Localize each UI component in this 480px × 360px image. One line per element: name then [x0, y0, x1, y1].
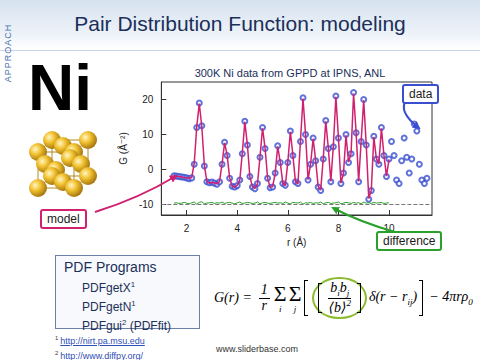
html-text:PDF Programs: PDF Programs [64, 259, 157, 275]
svg-text:6: 6 [285, 223, 291, 234]
html-text:difference: difference [383, 234, 436, 248]
svg-text:r (Å): r (Å) [287, 236, 306, 248]
svg-text:300K Ni data from GPPD at IPNS: 300K Ni data from GPPD at IPNS, ANL [195, 67, 386, 79]
html-text:Ni: Ni [28, 52, 92, 124]
html-text:1http://nirt.pa.msu.edu: 1http://nirt.pa.msu.edu [55, 335, 145, 346]
svg-text:0: 0 [148, 164, 154, 175]
svg-text:4: 4 [234, 223, 240, 234]
html-text:Σ: Σ [288, 280, 302, 306]
html-text:j: j [293, 303, 297, 314]
html-text:PDFgetX1: PDFgetX1 [82, 280, 135, 295]
html-text:δ(r − rij): δ(r − rij) [369, 289, 418, 307]
html-text:2http://www.diffpy.org/: 2http://www.diffpy.org/ [55, 350, 143, 360]
html-text:APPROACH: APPROACH [3, 23, 13, 83]
html-text:G(r) =: G(r) = [214, 290, 252, 305]
svg-text:10: 10 [383, 222, 395, 234]
html-text:i: i [279, 303, 282, 314]
svg-text:-10: -10 [139, 199, 154, 210]
html-text:Pair Distribution Function: mo: Pair Distribution Function: modeling [74, 12, 406, 35]
html-text:bibj: bibj [330, 279, 350, 298]
svg-text:2: 2 [184, 223, 190, 234]
html-text:− 4πrρ0: − 4πrρ0 [429, 289, 473, 307]
html-text:www.sliderbase.com: www.sliderbase.com [216, 344, 298, 354]
svg-text:G (Å⁻²): G (Å⁻²) [117, 132, 129, 165]
svg-text:10: 10 [142, 129, 154, 140]
svg-text:20: 20 [142, 94, 154, 105]
html-text:r Σ: r Σ [261, 280, 287, 313]
html-text:⟨b⟩2: ⟨b⟩2 [328, 298, 351, 315]
html-text:1: 1 [260, 281, 268, 297]
html-text:data: data [409, 87, 433, 101]
html-text:PDFgui2 (PDFfit): PDFgui2 (PDFfit) [82, 318, 171, 333]
svg-text:8: 8 [336, 223, 342, 234]
html-text:model: model [47, 212, 80, 226]
html-text:PDFgetN1: PDFgetN1 [82, 299, 136, 314]
